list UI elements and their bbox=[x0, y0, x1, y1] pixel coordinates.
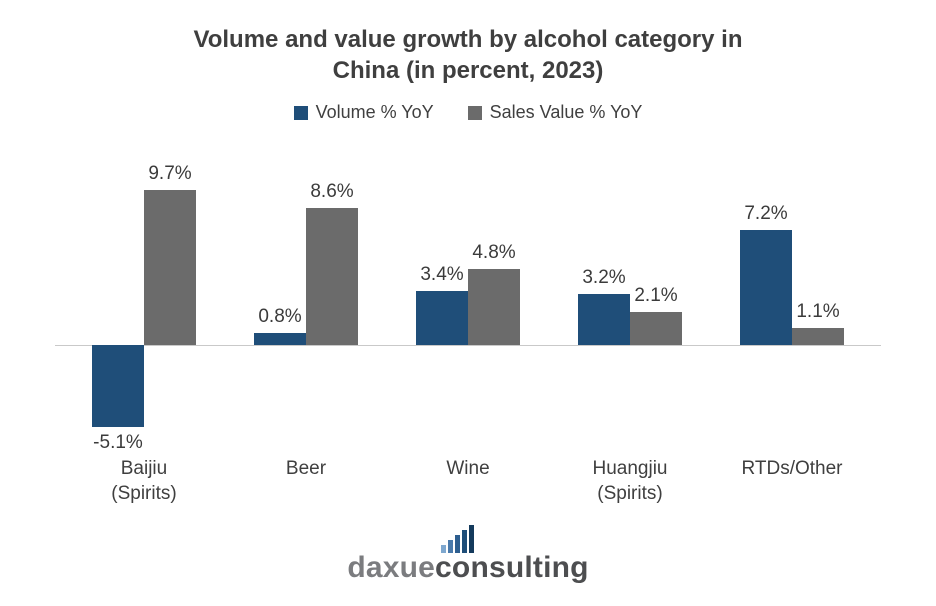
daxue-logo: daxueconsulting bbox=[347, 525, 588, 585]
bar bbox=[254, 332, 306, 346]
bar-group: 3.2% 2.1% Huangjiu (Spirits) bbox=[549, 127, 711, 519]
bar bbox=[792, 327, 844, 346]
bar-groups: -5.1% 9.7% Baijiu (Spirits) 0.8% 8.6% Beer 3.4… bbox=[63, 127, 873, 519]
category-label: Baijiu (Spirits) bbox=[111, 458, 177, 505]
legend: Volume % YoY Sales Value % YoY bbox=[0, 102, 936, 123]
daxue-logo-text: daxueconsulting bbox=[347, 551, 588, 585]
logo-bar-icon bbox=[469, 525, 475, 554]
logo-bar-icon bbox=[441, 545, 447, 554]
x-axis-line bbox=[55, 345, 881, 347]
category-label: Beer bbox=[285, 458, 327, 480]
bar-value-label: 7.2% bbox=[744, 203, 788, 225]
bar-chart: -5.1% 9.7% Baijiu (Spirits) 0.8% 8.6% Beer 3.4… bbox=[55, 127, 881, 519]
legend-swatch-volume-icon bbox=[293, 105, 308, 120]
legend-label-volume: Volume % YoY bbox=[315, 102, 434, 123]
logo-bar-icon bbox=[462, 530, 468, 554]
bar bbox=[92, 345, 144, 427]
legend-item-volume: Volume % YoY bbox=[293, 102, 434, 123]
bar-value-label: 0.8% bbox=[258, 305, 302, 327]
bar-group: 7.2% 1.1% RTDs/Other bbox=[711, 127, 873, 519]
bar-value-label: 9.7% bbox=[148, 163, 192, 185]
legend-swatch-sales-value-icon bbox=[467, 105, 482, 120]
category-label: RTDs/Other bbox=[741, 458, 843, 480]
bar-group: 3.4% 4.8% Wine bbox=[387, 127, 549, 519]
bar-value-label: 2.1% bbox=[634, 284, 678, 306]
daxue-logo-bars-icon bbox=[441, 525, 475, 554]
bar bbox=[468, 268, 520, 346]
bar bbox=[144, 190, 196, 346]
bar bbox=[306, 207, 358, 346]
bar bbox=[416, 290, 468, 346]
bar-value-label: -5.1% bbox=[93, 431, 143, 453]
legend-item-sales-value: Sales Value % YoY bbox=[467, 102, 643, 123]
chart-title: Volume and value growth by alcohol categ… bbox=[193, 26, 743, 85]
bar-group: 0.8% 8.6% Beer bbox=[225, 127, 387, 519]
bar-value-label: 3.4% bbox=[420, 263, 464, 285]
bar bbox=[630, 311, 682, 346]
category-label: Huangjiu (Spirits) bbox=[592, 458, 668, 505]
bar bbox=[578, 294, 630, 346]
bar-value-label: 3.2% bbox=[582, 267, 626, 289]
logo-text-consulting: consulting bbox=[435, 551, 589, 585]
logo-bar-icon bbox=[448, 540, 454, 554]
logo-bar-icon bbox=[455, 535, 461, 554]
bar bbox=[740, 230, 792, 346]
bar-value-label: 1.1% bbox=[796, 300, 840, 322]
logo-text-daxue: daxue bbox=[347, 551, 436, 585]
legend-label-sales-value: Sales Value % YoY bbox=[489, 102, 643, 123]
bar-group: -5.1% 9.7% Baijiu (Spirits) bbox=[63, 127, 225, 519]
bar-value-label: 4.8% bbox=[472, 241, 516, 263]
bar-value-label: 8.6% bbox=[310, 180, 354, 202]
category-label: Wine bbox=[446, 458, 490, 480]
